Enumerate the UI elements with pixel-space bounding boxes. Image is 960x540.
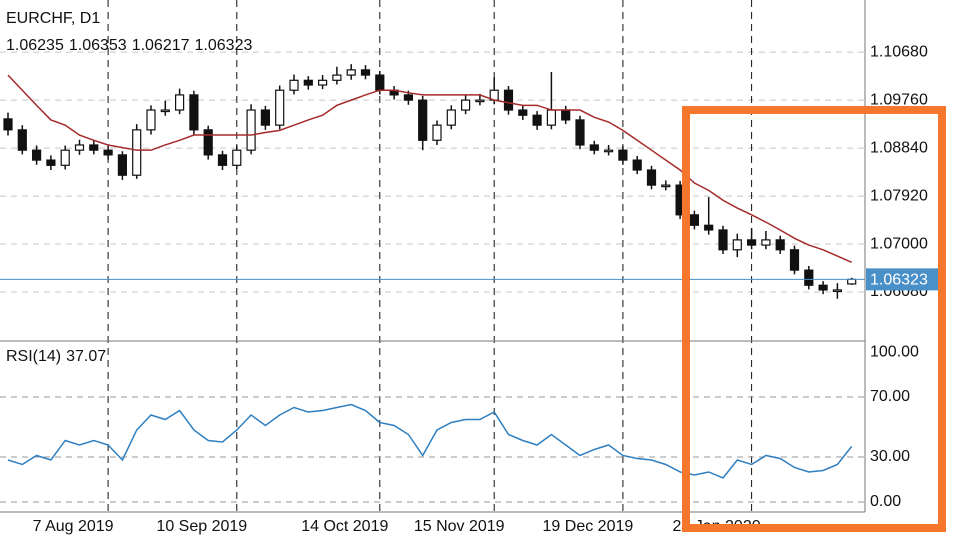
labels: 1.060801.070001.079201.088401.097601.106… (6, 10, 942, 535)
candle-body (103, 149, 113, 156)
candle-body (603, 149, 614, 153)
candle-body (60, 149, 70, 166)
candle-body (189, 94, 199, 131)
candle-body (589, 144, 599, 151)
candle-body (46, 159, 56, 166)
candle-body (446, 109, 456, 126)
candle-body (818, 284, 828, 291)
ohlc-value: 1.06323 (195, 37, 253, 54)
candle-body (832, 289, 843, 293)
rsi-value: 37.07 (66, 348, 106, 365)
candle-body (375, 74, 385, 91)
candle-body (461, 99, 471, 111)
candle-body (260, 109, 270, 126)
candle-body (217, 154, 228, 166)
rsi-name: RSI(14) (6, 348, 61, 365)
highlight-box (682, 106, 946, 532)
y-tick-label: 70.00 (870, 388, 910, 405)
candle-body (132, 129, 142, 176)
ohlc-value: 1.06217 (132, 37, 190, 54)
ohlc-value: 1.06235 (6, 37, 64, 54)
candle-body (74, 144, 85, 151)
candle-body (518, 109, 528, 116)
y-tick-label: 1.09760 (870, 91, 928, 108)
candle-body (117, 154, 128, 176)
candle-body (789, 249, 800, 271)
candle-body (618, 149, 628, 161)
y-tick-label: 1.08840 (870, 139, 928, 156)
candle-body (646, 169, 657, 186)
price-label: 1.06323 (870, 272, 928, 289)
plot (0, 64, 865, 479)
candle-body (689, 214, 700, 226)
candle-body (160, 109, 170, 113)
price-label-box (866, 268, 942, 291)
y-tick-label: 1.07920 (870, 187, 928, 204)
x-tick-label: 19 Dec 2019 (543, 518, 634, 535)
y-tick-label: 0.00 (870, 493, 901, 510)
y-tick-label: 1.10680 (870, 43, 928, 60)
candle-body (546, 109, 557, 126)
rsi-line (7, 403, 853, 479)
candle-body (275, 89, 285, 126)
chart-title: EURCHF, D1 (6, 10, 100, 27)
candle-body (761, 239, 771, 246)
candle-body (175, 94, 185, 111)
rsi-title: RSI(14) 37.07 (6, 348, 106, 365)
candle-body (89, 144, 99, 151)
candle-body (303, 79, 313, 86)
candle-body (532, 114, 542, 126)
candle-body (360, 69, 371, 76)
candle-body (718, 229, 728, 251)
candle-body (203, 129, 213, 156)
candle-body (332, 74, 342, 81)
candle-body (775, 239, 785, 251)
x-tick-label: 15 Nov 2019 (414, 518, 505, 535)
candle-body (575, 119, 585, 146)
candle-body (146, 109, 156, 131)
candle-body (847, 278, 857, 285)
x-tick-label: 10 Sep 2019 (156, 518, 247, 535)
candle-body (475, 99, 485, 103)
candle-body (732, 239, 742, 251)
ohlc-header: 1.06235 1.06353 1.06217 1.06323 (6, 37, 252, 54)
x-tick-label: 7 Aug 2019 (33, 518, 114, 535)
candle-body (3, 118, 13, 131)
candle-body (403, 94, 413, 101)
candle-body (346, 69, 356, 76)
candle-body (503, 89, 514, 111)
candle-body (17, 129, 27, 151)
candle-body (31, 149, 42, 161)
candle-body (246, 109, 256, 151)
candle-body (632, 159, 642, 171)
candle-body (418, 99, 428, 141)
candle-body (318, 79, 328, 86)
candle-body (804, 269, 814, 286)
grid (0, 0, 865, 512)
candle-body (561, 109, 571, 121)
x-tick-label: 14 Oct 2019 (301, 518, 388, 535)
y-tick-label: 30.00 (870, 448, 910, 465)
y-tick-label: 1.07000 (870, 235, 928, 252)
candle-body (432, 124, 442, 141)
y-tick-label: 100.00 (870, 343, 919, 360)
candle-body (661, 184, 671, 188)
candle-body (704, 224, 714, 231)
candle-body (289, 79, 299, 91)
candle-body (746, 239, 757, 246)
candle-body (232, 149, 242, 166)
ohlc-value: 1.06353 (69, 37, 127, 54)
moving-average (7, 74, 853, 263)
